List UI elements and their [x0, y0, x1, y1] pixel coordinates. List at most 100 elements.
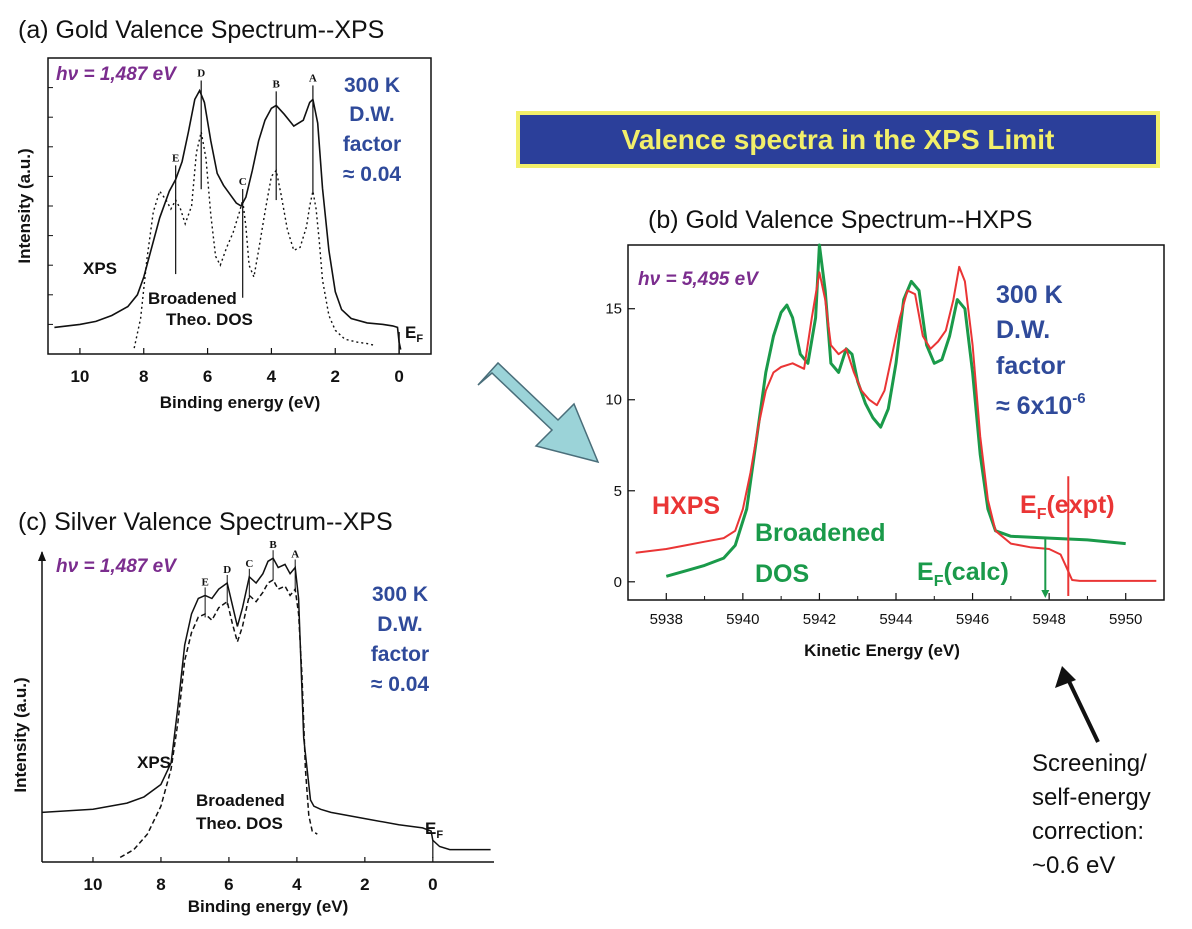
panel-c-x-tick-label: 2 [360, 875, 369, 894]
panel-b-x-tick-label: 5948 [1032, 611, 1065, 628]
panel-a-xps-label: XPS [83, 259, 117, 278]
panel-b-ef-calc-e: E [917, 558, 934, 586]
panel-b-ef-calc-arrowhead [1041, 590, 1050, 598]
panel-a-x-tick-label: 2 [331, 367, 340, 386]
screening-annotation: Screening/ self-energy correction: ~0.6 … [1032, 666, 1151, 879]
panel-b-x-tick-label: 5946 [956, 611, 989, 628]
panel-c-peak-markers: A B C D E [201, 539, 434, 858]
panel-a-title: (a) Gold Valence Spectrum--XPS [18, 16, 384, 44]
panel-c-y-axis-arrowhead [38, 551, 46, 561]
panel-c-dw-line-3: factor [371, 643, 429, 666]
panel-b-y-tick-label: 10 [605, 392, 622, 409]
panel-c-theory-label-2: Theo. DOS [196, 814, 283, 833]
panel-a-x-tick-label: 4 [267, 367, 277, 386]
panel-b-plot-frame [627, 244, 1165, 601]
panel-a-fermi-e: E [405, 323, 416, 342]
panel-a-dw-line-2: D.W. [349, 103, 395, 126]
panel-b-series [635, 243, 1157, 582]
panel-a-x-ticks: 10 8 6 4 2 0 [48, 87, 404, 386]
panel-b-hxps-label: HXPS [652, 492, 720, 520]
annotation-arrow-shaft [1064, 674, 1100, 743]
annotation-line-3: correction: [1032, 818, 1144, 845]
panel-b-dw-line-2: D.W. [996, 316, 1050, 344]
panel-b-dw-line-4: ≈ 6x10-6 [996, 390, 1086, 420]
panel-b-x-tick-label: 5950 [1109, 611, 1142, 628]
panel-a-x-tick-label: 8 [139, 367, 148, 386]
panel-b-ef-expt-rest: (expt) [1046, 491, 1114, 519]
panel-c-x-axis-label: Binding energy (eV) [188, 897, 349, 916]
panel-b-ef-expt-sub: F [1037, 506, 1047, 523]
panel-a-theory-label-2: Theo. DOS [166, 310, 253, 329]
panel-a-x-tick-label: 6 [203, 367, 212, 386]
panel-b-y-tick-label: 15 [605, 301, 622, 318]
panel-c-photon-energy: hν = 1,487 eV [56, 556, 177, 577]
panel-b-ef-expt-label: EF(expt) [1020, 491, 1115, 523]
panel-a-peak-markers: A B C D E [172, 68, 400, 354]
panel-a-xps-line [54, 88, 402, 350]
panel-a-x-tick-label: 0 [394, 367, 403, 386]
panel-b-x-axis-label: Kinetic Energy (eV) [804, 641, 960, 660]
panel-b: (b) Gold Valence Spectrum--HXPS 5938 5940… [605, 206, 1165, 660]
panel-c-x-tick-label: 6 [224, 875, 233, 894]
panel-c-peak-label: A [291, 549, 299, 561]
annotation-arrow-head [1055, 666, 1076, 688]
banner-text: Valence spectra in the XPS Limit [622, 124, 1055, 155]
panel-a-x-tick-label: 10 [70, 367, 89, 386]
panel-c-xps-line [41, 557, 491, 851]
panel-c-peak-label: D [223, 564, 231, 576]
panel-b-ef-calc-rest: (calc) [943, 558, 1008, 586]
panel-a-peak-label: E [172, 152, 179, 164]
panel-a: (a) Gold Valence Spectrum--XPS 10 8 6 4 2 0 A… [15, 16, 432, 412]
panel-c-x-ticks: 10 8 6 4 2 0 [84, 857, 438, 894]
panel-c-series [41, 557, 491, 859]
annotation-line-2: self-energy [1032, 784, 1151, 811]
title-banner: Valence spectra in the XPS Limit [516, 111, 1160, 168]
panel-a-peak-label: B [273, 78, 281, 90]
panel-a-dw-line-3: factor [343, 133, 401, 156]
panel-c-x-tick-label: 0 [428, 875, 437, 894]
panel-a-x-axis-label: Binding energy (eV) [160, 393, 321, 412]
panel-c-x-tick-label: 8 [156, 875, 165, 894]
panel-b-dw-line-1: 300 K [996, 281, 1063, 309]
panel-c-peak-label: B [269, 539, 277, 551]
panel-b-fermi-markers [1041, 476, 1070, 598]
panel-a-theory-line [133, 131, 374, 349]
panel-a-fermi-sub: F [416, 333, 423, 345]
panel-c-fermi-sub: F [436, 829, 443, 841]
panel-b-ticks: 5938 5940 5942 5944 5946 5948 5950 0 5 10 15 [605, 301, 1165, 628]
panel-a-theory-label-1: Broadened [148, 289, 237, 308]
panel-c-x-tick-label: 4 [292, 875, 302, 894]
panel-c-peak-label: C [245, 558, 253, 570]
panel-a-photon-energy: hν = 1,487 eV [56, 64, 177, 85]
panel-b-dw-exponent: -6 [1072, 390, 1085, 407]
panel-c-theory-label-1: Broadened [196, 791, 285, 810]
panel-c-title: (c) Silver Valence Spectrum--XPS [18, 508, 393, 536]
panel-b-title: (b) Gold Valence Spectrum--HXPS [648, 206, 1032, 234]
panel-b-x-tick-label: 5942 [803, 611, 836, 628]
panel-b-x-tick-label: 5938 [650, 611, 683, 628]
panel-b-x-tick-label: 5944 [879, 611, 912, 628]
panel-b-dw-approx: ≈ 6x10 [996, 392, 1072, 420]
panel-c: (c) Silver Valence Spectrum--XPS 10 8 6 4 2 0… [11, 508, 494, 916]
panel-b-photon-energy: hν = 5,495 eV [638, 269, 759, 290]
panel-c-peak-label: E [201, 576, 208, 588]
panel-b-dos-label-1: Broadened [755, 519, 886, 547]
panel-c-x-tick-label: 10 [84, 875, 103, 894]
panel-b-dos-label-2: DOS [755, 560, 809, 588]
panel-b-y-tick-label: 0 [614, 574, 622, 591]
annotation-line-4: ~0.6 eV [1032, 852, 1115, 879]
panel-b-dos-line [665, 243, 1126, 578]
panel-a-fermi-label: EF [405, 323, 423, 345]
panel-c-dw-line-1: 300 K [372, 583, 428, 606]
panel-c-dw-line-2: D.W. [377, 613, 423, 636]
panel-b-dw-line-3: factor [996, 352, 1066, 380]
flow-arrow [477, 361, 600, 464]
panel-b-y-tick-label: 5 [614, 483, 622, 500]
panel-a-y-axis-label: Intensity (a.u.) [15, 148, 34, 263]
panel-a-dw-line-1: 300 K [344, 74, 400, 97]
panel-a-dw-line-4: ≈ 0.04 [343, 163, 402, 186]
panel-a-peak-label: C [239, 176, 247, 188]
panel-a-peak-label: D [197, 68, 205, 80]
panel-c-fermi-label: EF [425, 819, 443, 841]
